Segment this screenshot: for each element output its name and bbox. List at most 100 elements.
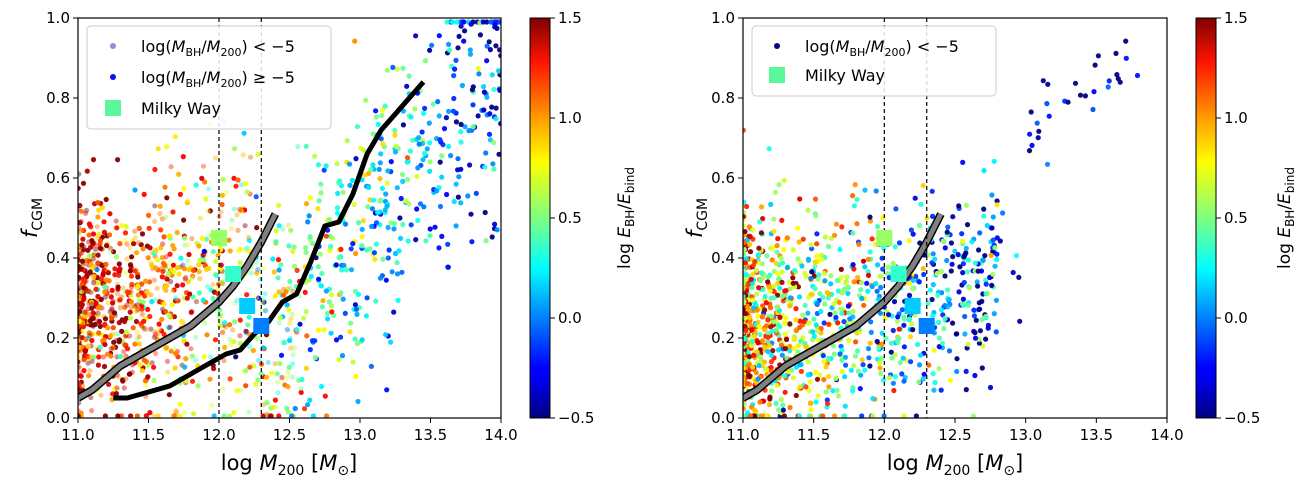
scatter-point	[356, 220, 362, 226]
scatter-point	[441, 126, 448, 132]
scatter-point	[91, 273, 97, 280]
scatter-point	[288, 227, 294, 233]
scatter-point	[178, 255, 184, 261]
scatter-point	[143, 326, 149, 333]
scatter-point	[88, 394, 94, 401]
milky-way-marker	[904, 298, 921, 314]
scatter-point	[416, 141, 422, 147]
scatter-point	[81, 277, 87, 283]
scatter-point	[931, 387, 937, 393]
scatter-point	[349, 177, 355, 183]
colorbar-tick-label: 1.5	[1224, 9, 1248, 27]
scatter-point	[829, 305, 835, 311]
scatter-point	[95, 214, 101, 220]
scatter-point	[299, 376, 305, 383]
scatter-point	[370, 131, 376, 137]
scatter-point	[888, 340, 895, 346]
scatter-point	[151, 334, 157, 340]
scatter-point	[1095, 53, 1101, 59]
scatter-point	[264, 411, 270, 417]
scatter-point	[182, 364, 188, 370]
left-legend-box	[86, 25, 332, 130]
scatter-point	[126, 371, 132, 377]
scatter-point	[238, 387, 244, 393]
scatter-point	[369, 223, 375, 230]
scatter-point	[885, 264, 891, 270]
scatter-point	[203, 196, 209, 202]
left-colorbar-label: log EBH/Ebind	[615, 167, 637, 269]
scatter-point	[85, 343, 91, 349]
scatter-point	[385, 224, 391, 231]
scatter-point	[948, 240, 955, 246]
scatter-point	[315, 327, 322, 333]
scatter-point	[321, 327, 327, 333]
scatter-point	[419, 129, 425, 135]
scatter-point	[120, 378, 126, 384]
scatter-point	[1065, 99, 1071, 105]
scatter-point	[377, 275, 384, 281]
scatter-point	[930, 282, 936, 288]
scatter-point	[243, 246, 249, 252]
scatter-point	[994, 198, 1000, 204]
scatter-point	[80, 261, 87, 267]
scatter-point	[102, 413, 108, 418]
scatter-point	[284, 375, 290, 381]
scatter-point	[78, 228, 81, 234]
scatter-point	[983, 336, 989, 342]
scatter-point	[140, 299, 146, 305]
scatter-point	[906, 280, 913, 286]
scatter-point	[285, 384, 291, 390]
scatter-point	[434, 188, 440, 194]
scatter-point	[184, 200, 190, 206]
scatter-point	[926, 362, 932, 368]
scatter-point	[334, 205, 341, 211]
scatter-point	[220, 329, 226, 335]
scatter-point	[323, 233, 329, 239]
scatter-point	[78, 253, 81, 259]
scatter-point	[470, 102, 476, 108]
scatter-point	[399, 269, 405, 275]
scatter-point	[111, 310, 118, 316]
scatter-point	[987, 384, 994, 391]
scatter-point	[771, 288, 777, 295]
scatter-point	[920, 266, 926, 272]
scatter-point	[302, 289, 308, 295]
scatter-point	[921, 271, 927, 278]
scatter-point	[78, 257, 81, 263]
scatter-point	[427, 47, 433, 53]
left-scatter-points	[78, 19, 501, 418]
scatter-point	[916, 279, 922, 285]
scatter-point	[763, 300, 769, 306]
scatter-point	[199, 175, 205, 181]
scatter-point	[1123, 38, 1129, 44]
scatter-point	[907, 316, 913, 322]
scatter-point	[219, 279, 225, 285]
scatter-point	[868, 319, 874, 325]
scatter-point	[244, 189, 250, 195]
scatter-point	[376, 166, 382, 172]
scatter-point	[91, 252, 97, 258]
scatter-point	[347, 161, 353, 167]
scatter-point	[128, 284, 135, 290]
scatter-point	[421, 110, 427, 116]
scatter-point	[833, 314, 839, 320]
scatter-point	[105, 300, 111, 306]
scatter-point	[190, 411, 197, 417]
scatter-point	[320, 298, 326, 304]
scatter-point	[779, 269, 785, 275]
scatter-point	[78, 225, 82, 231]
scatter-point	[899, 371, 905, 377]
scatter-point	[167, 324, 173, 330]
scatter-point	[910, 231, 916, 237]
right-legend: log(MBH/M200) < −5 Milky Way	[751, 25, 997, 97]
scatter-point	[327, 216, 333, 223]
scatter-point	[793, 328, 799, 334]
scatter-point	[879, 341, 885, 347]
scatter-point	[102, 284, 108, 290]
scatter-point	[890, 380, 897, 386]
scatter-point	[483, 238, 489, 244]
scatter-point	[756, 363, 762, 369]
scatter-point	[944, 257, 950, 264]
scatter-point	[273, 228, 279, 234]
scatter-point	[78, 318, 83, 324]
